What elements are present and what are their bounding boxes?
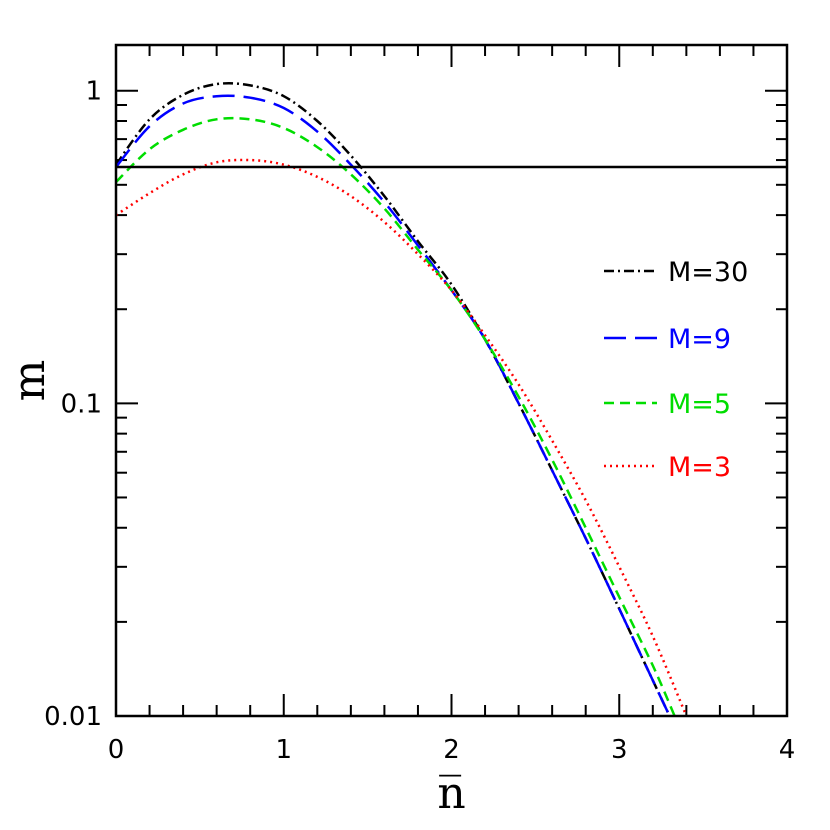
x-tick-label: 4 bbox=[779, 735, 796, 765]
plot-frame bbox=[114, 43, 789, 718]
legend-label: M=5 bbox=[668, 389, 731, 420]
legend-label: M=30 bbox=[668, 257, 748, 288]
series-line bbox=[115, 158, 688, 717]
x-tick-label: 1 bbox=[275, 735, 292, 765]
axis-ticks bbox=[115, 45, 788, 717]
x-tick-label: 0 bbox=[108, 735, 125, 765]
series-line bbox=[115, 116, 676, 717]
series-line bbox=[115, 94, 671, 717]
y-tick-label: 1 bbox=[85, 77, 102, 107]
y-tick-label: 0.1 bbox=[61, 389, 102, 419]
legend-label: M=3 bbox=[668, 452, 731, 483]
x-tick-labels: 0 1 2 3 4 bbox=[108, 735, 796, 765]
y-tick-label: 0.01 bbox=[44, 702, 102, 732]
x-axis-title: n̅ bbox=[437, 768, 465, 819]
series-lines bbox=[114, 82, 688, 717]
legend: M=30 M=9 M=5 M=3 bbox=[604, 257, 748, 483]
y-axis-title: m bbox=[4, 360, 55, 402]
legend-label: M=9 bbox=[668, 324, 731, 355]
series-line bbox=[114, 82, 671, 717]
x-tick-label: 2 bbox=[443, 735, 460, 765]
x-tick-label: 3 bbox=[611, 735, 628, 765]
y-tick-labels: 0.01 0.1 1 bbox=[44, 77, 102, 732]
